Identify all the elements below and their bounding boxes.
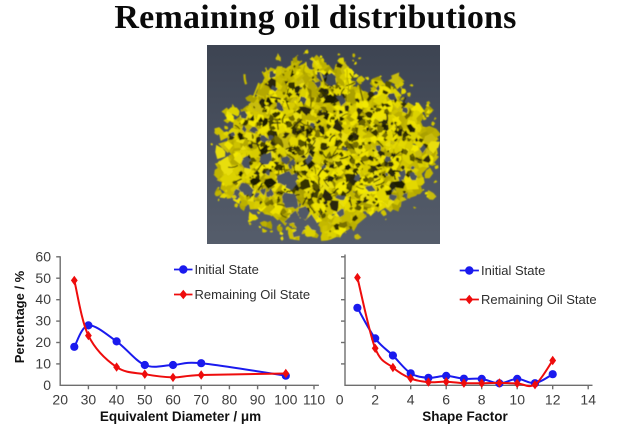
svg-text:30: 30: [35, 313, 51, 329]
svg-text:40: 40: [35, 291, 51, 307]
svg-text:4: 4: [407, 392, 415, 408]
svg-text:Percentage / %: Percentage / %: [12, 270, 27, 363]
svg-text:20: 20: [35, 334, 51, 350]
svg-text:Shape Factor: Shape Factor: [422, 409, 508, 424]
svg-text:14: 14: [580, 392, 596, 408]
svg-text:10: 10: [509, 392, 525, 408]
svg-text:100: 100: [274, 392, 298, 408]
svg-text:50: 50: [35, 270, 51, 286]
svg-text:30: 30: [81, 392, 97, 408]
svg-text:Initial State: Initial State: [195, 262, 259, 277]
svg-text:70: 70: [193, 392, 209, 408]
svg-text:Remaining Oil State: Remaining Oil State: [481, 292, 597, 307]
svg-text:50: 50: [137, 392, 153, 408]
svg-text:Remaining Oil State: Remaining Oil State: [195, 287, 311, 302]
svg-text:8: 8: [478, 392, 486, 408]
svg-text:60: 60: [165, 392, 181, 408]
svg-text:6: 6: [442, 392, 450, 408]
svg-text:0: 0: [336, 392, 344, 408]
svg-text:60: 60: [35, 248, 51, 264]
svg-text:Equivalent Diameter / μm: Equivalent Diameter / μm: [100, 409, 261, 424]
svg-text:12: 12: [545, 392, 561, 408]
svg-text:90: 90: [250, 392, 266, 408]
svg-text:2: 2: [371, 392, 379, 408]
svg-text:10: 10: [35, 355, 51, 371]
svg-text:Initial State: Initial State: [481, 263, 545, 278]
svg-text:0: 0: [43, 377, 51, 393]
svg-text:20: 20: [52, 392, 68, 408]
svg-text:40: 40: [109, 392, 125, 408]
svg-text:110: 110: [303, 392, 326, 408]
svg-text:80: 80: [222, 392, 238, 408]
